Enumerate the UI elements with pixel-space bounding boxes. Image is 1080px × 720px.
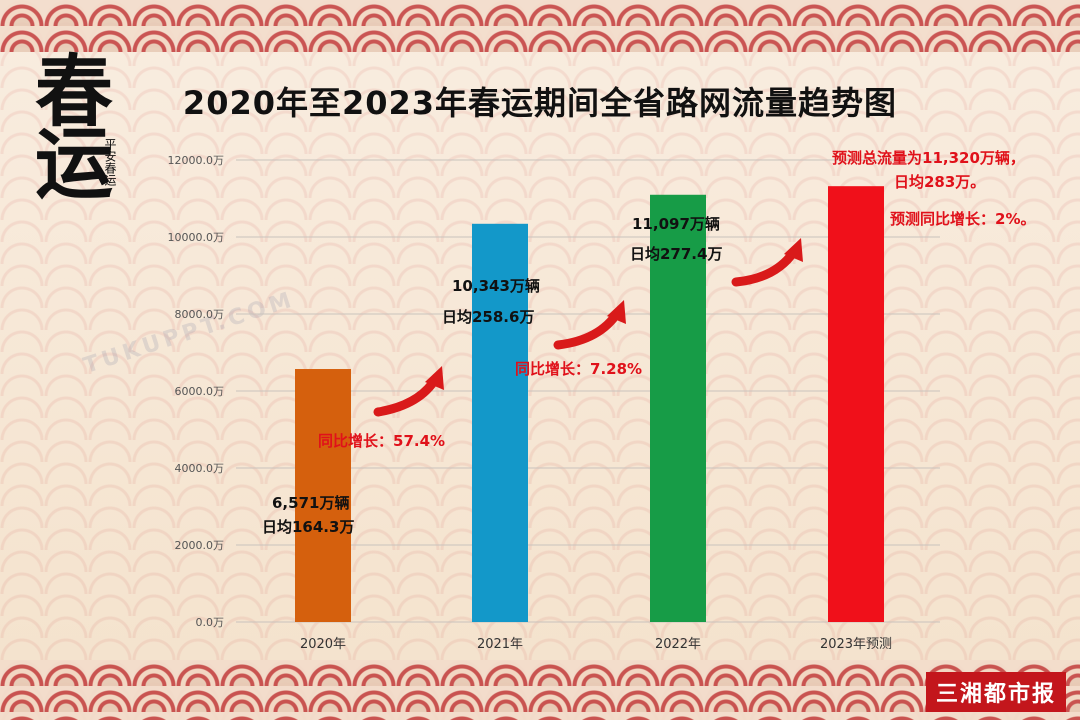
x-tick-label: 2021年 [477,637,523,652]
bar-2020年 [295,369,351,622]
growth-arrow-head [425,366,444,390]
annotation-2023-daily: 日均283万。 [894,173,986,191]
annotation-2021-total: 10,343万辆 [452,277,540,295]
y-tick-label: 2000.0万 [175,539,225,552]
logo-sub-text: 平安春运 [103,138,117,186]
annotation-2021-growth: 同比增长：57.4% [318,432,446,450]
y-tick-label: 10000.0万 [168,231,225,244]
growth-arrow-head [784,238,803,262]
bar-2022年 [650,194,706,622]
annotation-2022-daily: 日均277.4万 [630,245,723,263]
y-tick-label: 0.0万 [196,616,225,629]
chunyun-logo: 春运 平安春运 [10,50,140,240]
annotation-2022-growth: 同比增长：7.28% [515,360,643,378]
growth-arrow [373,373,441,417]
brand-logo: 三湘都市报 [925,672,1066,712]
y-tick-label: 6000.0万 [175,385,225,398]
y-tick-label: 8000.0万 [175,308,225,321]
chart-title: 2020年至2023年春运期间全省路网流量趋势图 [182,84,898,122]
bar-2021年 [472,223,528,622]
logo-main-text: 春运 [22,50,113,194]
annotation-2021-daily: 日均258.6万 [442,308,535,326]
annotation-2020-total: 6,571万辆 [272,494,350,512]
x-tick-label: 2022年 [655,637,701,652]
growth-arrow [553,307,623,350]
annotation-2022-total: 11,097万辆 [632,215,720,233]
top-decorative-band [0,0,1080,52]
x-tick-label: 2023年预测 [820,637,892,652]
bar-2023年预测 [828,186,884,622]
y-tick-label: 12000.0万 [168,154,225,167]
growth-arrow-head [607,300,626,324]
y-tick-label: 4000.0万 [175,462,225,475]
annotation-2020-daily: 日均164.3万 [262,518,355,536]
bottom-decorative-band [0,660,1080,720]
annotation-2023-growth: 预测同比增长：2%。 [890,210,1036,228]
annotation-2023-total: 预测总流量为11,320万辆， [832,149,1025,167]
x-tick-label: 2020年 [300,637,346,652]
